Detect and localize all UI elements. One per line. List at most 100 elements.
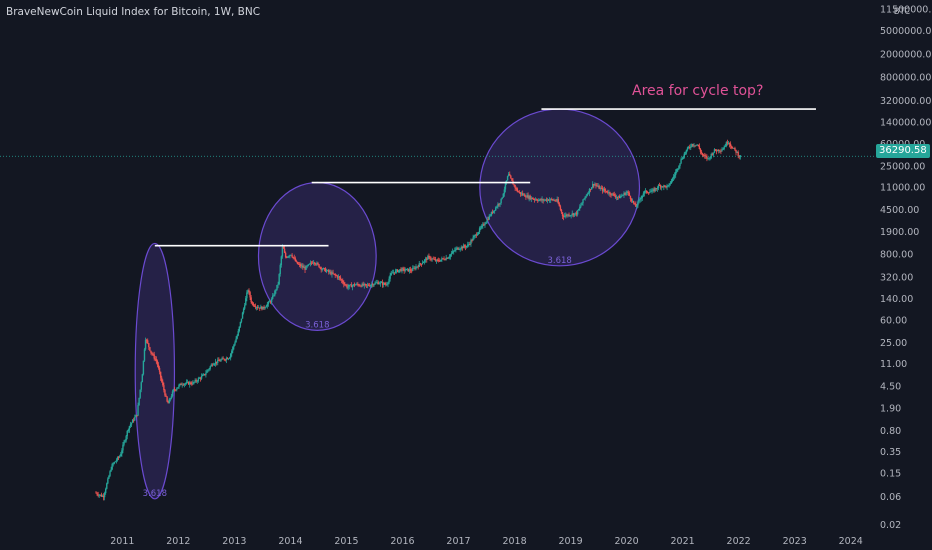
candle-body [255,307,258,308]
candle-body [314,262,316,264]
candle-body [366,284,369,286]
candle-body [566,214,568,216]
candle-body [624,193,626,195]
candle-body [308,263,311,265]
candle-body [330,271,332,275]
candle-body [100,494,103,497]
fib-ellipse[interactable] [479,108,641,267]
candle-body [499,202,501,205]
chart-title: BraveNewCoin Liquid Index for Bitcoin, 1… [6,6,261,18]
candle-body [251,302,253,304]
candle-body [402,268,404,270]
candle-body [357,283,359,285]
candle-body [147,340,149,344]
candle-body [567,214,569,216]
candle-body [723,146,725,149]
candle-body [378,283,381,285]
candle-body [195,380,197,382]
candle-body [213,363,216,365]
candle-body [528,195,530,199]
candle-body [529,195,531,200]
candle-body [218,359,220,361]
candle-body [267,301,270,304]
candle-body [720,150,722,152]
candle-body [588,189,591,194]
candle-body [524,194,526,197]
candle-body [138,397,140,406]
candle-body [284,252,287,258]
candle-body [184,383,187,385]
candle-body [203,374,205,375]
candle-body [657,185,660,189]
candle-body [456,247,458,249]
candle-body [545,199,548,201]
candle-body [345,284,347,286]
y-tick-label: 1.90 [880,404,901,415]
candle-body [686,147,689,150]
candle-body [454,250,456,252]
candle-body [648,192,650,194]
x-tick-label: 2022 [727,536,751,547]
candle-body [526,195,528,198]
candle-body [636,205,638,207]
candle-body [388,278,390,283]
candle-body [439,260,441,262]
y-tick-label: 0.06 [880,492,901,503]
candle-body [304,267,306,270]
candle-body [392,272,395,274]
candle-body [699,148,702,152]
candle-body [523,194,525,196]
candle-body [510,175,512,179]
candle-body [371,284,373,285]
candle-body [473,235,475,238]
candle-body [618,196,621,199]
candle-body [557,199,559,204]
candle-body [652,189,654,191]
candle-body [319,267,321,269]
candle-body [627,191,629,193]
candle-body [329,271,331,273]
candle-body [168,399,170,404]
candle-body [643,191,646,194]
candle-body [261,306,263,310]
candle-body [179,383,181,386]
candle-body [460,246,462,249]
y-tick-label: 0.80 [880,426,901,437]
candle-body [573,213,576,216]
candle-body [465,245,468,248]
candle-body [555,200,557,202]
candle-body [637,201,639,206]
candle-body [548,199,551,201]
candle-body [259,307,261,309]
candle-body [676,169,678,172]
candle-body [407,268,410,272]
fib-ellipse[interactable] [257,181,377,331]
candle-body [165,395,167,397]
candle-body [368,285,371,287]
candle-body [435,259,438,261]
x-tick-label: 2019 [558,536,582,547]
candle-body [584,196,586,199]
fib-ellipse-layer [134,108,641,500]
candle-body [380,282,383,284]
candle-body [614,195,617,198]
candle-body [581,203,583,206]
candle-body [707,157,709,159]
candle-body [301,265,303,267]
candle-body [142,360,145,375]
candle-body [469,243,471,245]
candle-body [496,206,498,208]
fib-ellipse[interactable] [134,242,176,500]
candle-body [734,147,736,150]
candle-body [97,494,99,496]
candle-body [239,321,242,327]
candle-body [106,483,108,489]
candle-body [518,192,521,193]
candle-body [427,256,429,260]
x-tick-label: 2024 [839,536,863,547]
candle-body [334,274,336,276]
candle-body [533,199,536,200]
candle-body [129,424,132,427]
candle-body [662,186,664,188]
